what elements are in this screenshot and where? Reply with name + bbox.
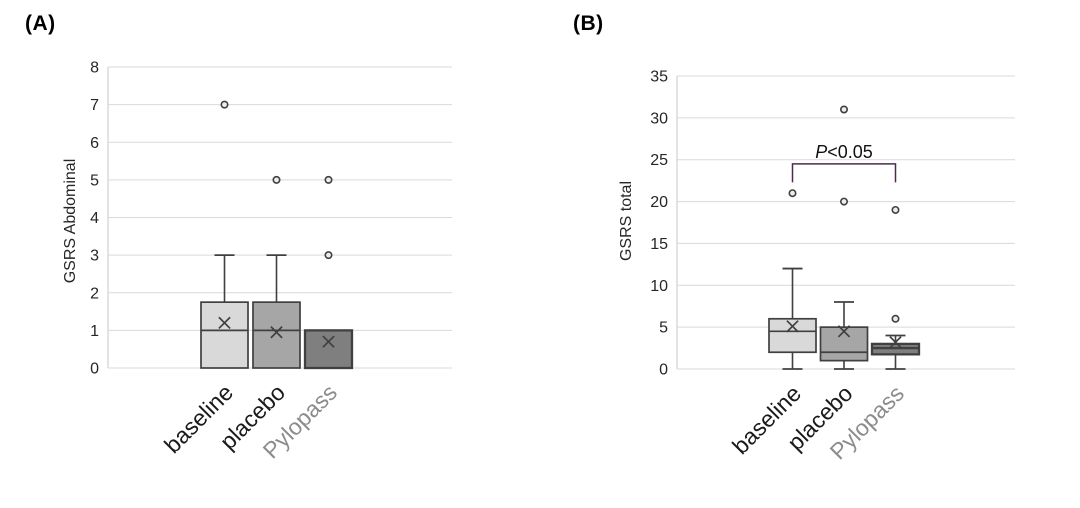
outlier-point [788,189,797,198]
box-baseline [768,317,817,354]
outlier-point [220,100,229,109]
y-tick-label: 6 [90,135,99,152]
panel-b-plot: 05101520253035baselineplaceboPylopassP<0… [650,69,1015,465]
outlier-point [272,175,281,184]
mean-marker [218,316,231,330]
outlier-point [891,314,900,323]
y-tick-label: 8 [90,60,99,77]
box-baseline [200,301,249,369]
panel-b-letter: (B) [573,12,604,35]
y-tick-label: 10 [650,278,668,295]
y-tick-label: 1 [90,323,99,340]
panel-b: (B) GSRS total 0 5 10 15 20 25 30 35 baseline pla… [540,0,1080,508]
y-tick-label: 2 [90,285,99,302]
outlier-point [324,251,333,260]
mean-marker [270,326,283,339]
panel-a-letter: (A) [25,12,56,35]
y-tick-label: 35 [650,69,668,86]
outlier-point [839,197,848,206]
box-placebo [252,301,301,369]
outlier-point [324,175,333,184]
box-placebo [819,326,869,362]
y-tick-label: 20 [650,194,668,211]
significance-label: P<0.05 [815,142,873,162]
mean-marker [889,336,902,349]
outlier-point [839,105,848,114]
y-tick-label: 7 [90,97,99,114]
y-tick-label: 0 [659,362,668,379]
y-tick-label: 15 [650,236,668,253]
y-tick-label: 30 [650,110,668,127]
outlier-point [891,205,900,214]
y-tick-label: 25 [650,152,668,169]
y-tick-label: 5 [659,320,668,337]
panel-a: (A) GSRS Abdominal 0 1 2 3 4 5 6 7 8 baseline plac… [25,12,452,464]
y-tick-label: 0 [90,361,99,378]
y-tick-label: 5 [90,172,99,189]
y-tick-label: 4 [90,210,99,227]
mean-marker [786,320,799,333]
mean-marker [322,335,335,348]
y-tick-label: 3 [90,248,99,265]
mean-marker [837,325,851,338]
significance-bracket [791,163,897,183]
box-pylopass [303,329,354,370]
